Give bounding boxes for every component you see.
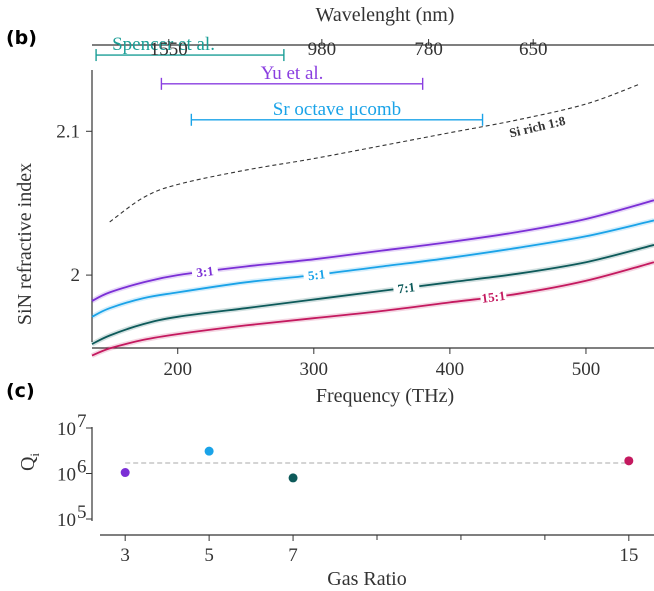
curve-si-rich-1-8 bbox=[109, 83, 641, 223]
b-ranges: Spencer et al. Yu et al. Sr octave μcomb bbox=[95, 34, 484, 126]
b-x-axis-title: Frequency (THz) bbox=[316, 385, 454, 407]
b-top-tick-label-980: 980 bbox=[308, 39, 337, 60]
c-point-ratio-15 bbox=[624, 456, 634, 466]
c-marks: 10 710 610 53 5 7 15 bbox=[57, 411, 638, 566]
panel-b-label: (b) bbox=[6, 27, 37, 49]
panel-c-label: (c) bbox=[6, 380, 35, 402]
c-y-tick-exp-7: 7 bbox=[77, 411, 87, 432]
c-y-axis-title: Qi bbox=[17, 453, 42, 471]
curve-label-bg-5-1 bbox=[302, 265, 331, 284]
c-y-tick-exp-5: 5 bbox=[77, 502, 87, 523]
curve-3-1 bbox=[91, 199, 654, 302]
curve-label-5-1: 5:1 bbox=[307, 266, 326, 283]
curve-label-bg-3-1 bbox=[191, 262, 219, 281]
panel-c-chart: 10 710 610 53 5 7 15 Gas Ratio Qi bbox=[17, 411, 654, 590]
b-curves: 3:1 5:1 7:1 15:1 Si rich 1:8 bbox=[90, 83, 654, 358]
c-x-tick-label-15: 15 bbox=[619, 545, 638, 566]
c-point-ratio-5 bbox=[204, 446, 214, 456]
c-y-tick-exp-6: 6 bbox=[77, 457, 87, 478]
b-x-tick-label-200: 200 bbox=[163, 359, 192, 380]
range-2-label: Yu et al. bbox=[261, 63, 324, 84]
range-3-label: Sr octave μcomb bbox=[273, 99, 401, 120]
c-x-tick-label-3: 3 bbox=[120, 545, 130, 566]
c-y-tick-label-5: 10 bbox=[57, 510, 76, 531]
b-top-tick-label-780: 780 bbox=[414, 39, 443, 60]
curve-label-si-rich-1-8: Si rich 1:8 bbox=[508, 113, 567, 141]
b-x-tick-label-500: 500 bbox=[572, 359, 601, 380]
b-ticks: 200 300 400 500 2 2.1 1550 980 780 650 bbox=[56, 39, 600, 380]
b-x-tick-label-300: 300 bbox=[300, 359, 329, 380]
c-x-axis-title: Gas Ratio bbox=[327, 568, 406, 590]
b-y-axis-title: SiN refractive index bbox=[14, 163, 36, 325]
c-y-axis-title-sub: i bbox=[27, 453, 42, 457]
b-top-tick-label-650: 650 bbox=[519, 39, 548, 60]
curve-band-5-1 bbox=[90, 217, 654, 320]
curve-label-bg-15-1 bbox=[479, 287, 508, 306]
range-1-label: Spencer et al. bbox=[112, 34, 215, 55]
curve-label-bg-7-1 bbox=[392, 278, 421, 297]
curve-7-1 bbox=[91, 244, 654, 345]
c-x-tick-label-5: 5 bbox=[204, 545, 214, 566]
b-top-axis-title: Wavelenght (nm) bbox=[316, 4, 455, 26]
curve-label-3-1: 3:1 bbox=[195, 263, 214, 280]
c-point-ratio-7 bbox=[288, 473, 298, 483]
b-y-tick-label-1: 2.1 bbox=[56, 121, 80, 142]
panel-b-chart: 3:1 5:1 7:1 15:1 Si rich 1:8 Spencer et al. Y… bbox=[14, 4, 654, 407]
curve-15-1 bbox=[91, 261, 654, 357]
b-x-tick-label-400: 400 bbox=[436, 359, 465, 380]
c-y-axis-title-main: Q bbox=[17, 456, 39, 471]
b-y-tick-label-0: 2 bbox=[71, 265, 81, 286]
c-point-ratio-3 bbox=[120, 468, 130, 478]
c-y-tick-label-7: 10 bbox=[57, 419, 76, 440]
c-y-tick-label-6: 10 bbox=[57, 465, 76, 486]
curve-label-15-1: 15:1 bbox=[481, 288, 507, 306]
c-x-tick-label-7: 7 bbox=[288, 545, 298, 566]
b-top-tick-label-1550: 1550 bbox=[150, 39, 188, 60]
curve-label-7-1: 7:1 bbox=[397, 279, 416, 296]
